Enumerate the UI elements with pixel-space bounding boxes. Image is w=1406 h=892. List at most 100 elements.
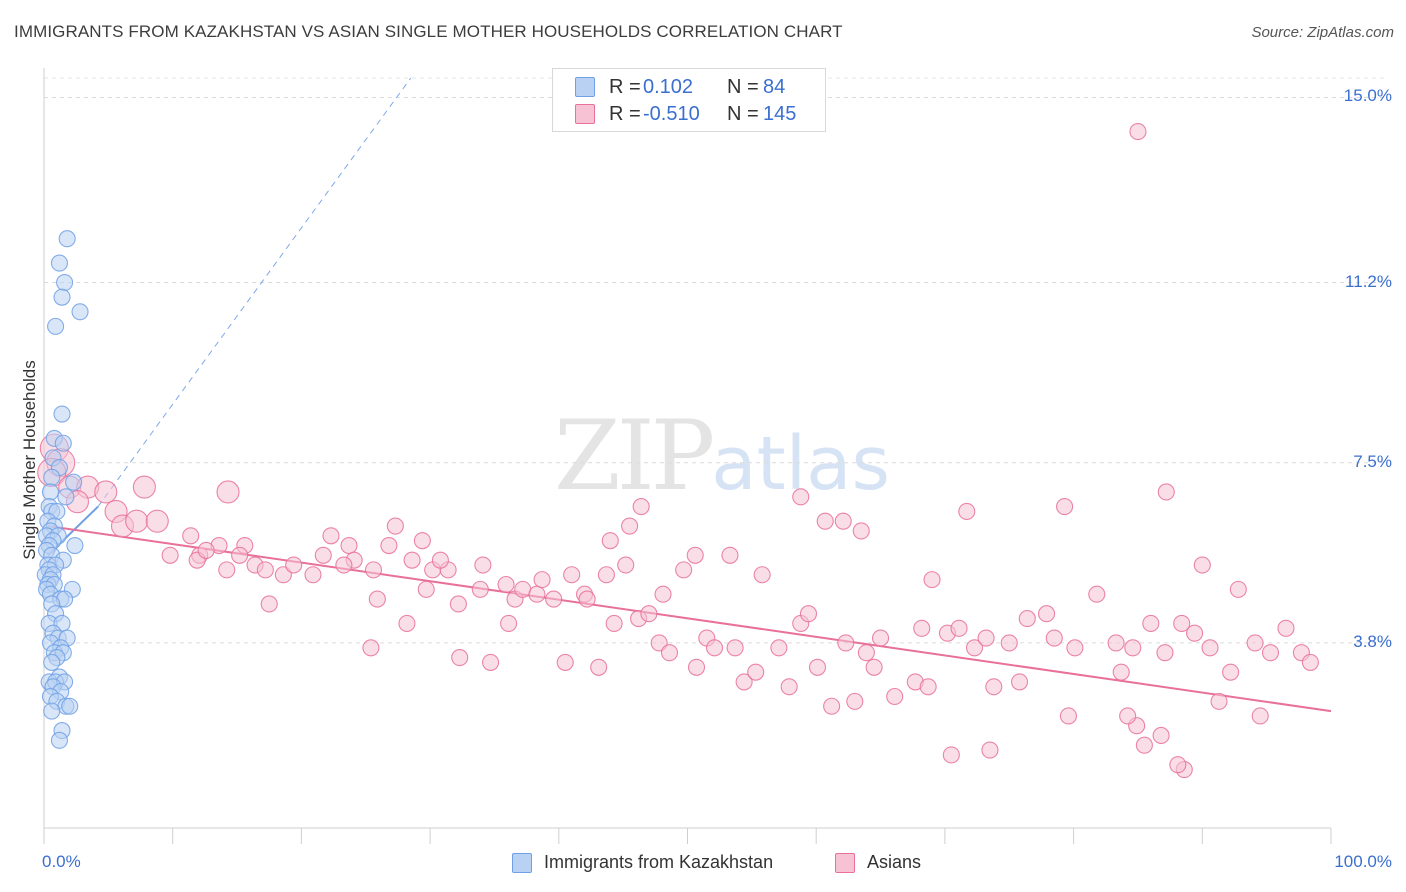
- legend-swatch-asians: [575, 104, 595, 124]
- legend-row-asians: R = -0.510 N = 145: [575, 102, 796, 126]
- point-asians: [780, 678, 798, 696]
- point-asians: [808, 658, 827, 676]
- point-asians: [837, 634, 855, 652]
- point-asians: [256, 561, 274, 579]
- point-asians: [533, 571, 551, 589]
- n-value: 84: [763, 75, 786, 98]
- point-asians: [545, 590, 563, 608]
- point-kazakhstan: [66, 536, 84, 555]
- point-asians: [1201, 639, 1219, 657]
- point-kazakhstan: [57, 488, 75, 506]
- point-kazakhstan: [43, 468, 61, 486]
- point-asians: [471, 580, 489, 598]
- point-asians: [335, 556, 353, 574]
- point-asians: [1277, 619, 1295, 637]
- point-asians: [1173, 614, 1191, 633]
- legend-item-asians: Asians: [835, 852, 921, 873]
- point-asians: [1142, 614, 1160, 633]
- legend-row-kazakhstan: R = 0.102 N = 84: [575, 75, 785, 99]
- point-asians: [145, 509, 169, 533]
- point-asians: [1169, 756, 1187, 774]
- point-asians: [1156, 644, 1174, 662]
- watermark: ZIPatlas: [554, 400, 890, 512]
- point-asians: [865, 658, 883, 676]
- point-asians: [660, 644, 679, 662]
- y-tick-label: 11.2%: [1345, 271, 1392, 291]
- point-asians: [314, 546, 332, 564]
- point-asians: [1129, 123, 1147, 141]
- point-asians: [1018, 610, 1036, 628]
- point-asians: [285, 556, 303, 574]
- point-kazakhstan: [43, 702, 61, 720]
- point-asians: [792, 488, 810, 506]
- y-tick-label: 3.8%: [1353, 631, 1392, 651]
- r-value: 0.102: [643, 75, 694, 98]
- point-asians: [451, 648, 469, 667]
- y-tick-label: 15.0%: [1343, 86, 1392, 106]
- trend-lines: [47, 77, 1332, 713]
- point-asians: [500, 614, 518, 633]
- trend-line-asians: [47, 525, 1332, 713]
- point-asians: [605, 614, 623, 633]
- point-asians: [747, 663, 765, 681]
- point-asians: [834, 512, 852, 530]
- point-asians: [923, 571, 941, 589]
- point-asians: [1210, 692, 1228, 710]
- point-kazakhstan: [65, 473, 83, 491]
- legend-label-asians: Asians: [867, 852, 922, 872]
- point-asians: [958, 502, 976, 520]
- point-kazakhstan: [53, 405, 71, 423]
- x-tick-label-max: 100.0%: [1334, 852, 1392, 871]
- legend-swatch-kazakhstan: [512, 852, 532, 873]
- point-asians: [132, 475, 156, 499]
- n-label: N =: [727, 75, 759, 98]
- point-asians: [161, 546, 179, 564]
- point-kazakhstan: [58, 230, 76, 248]
- point-asians: [886, 687, 904, 706]
- point-asians: [846, 692, 864, 710]
- point-asians: [125, 509, 149, 533]
- point-asians: [687, 658, 706, 676]
- point-asians: [654, 585, 672, 603]
- point-asians: [1186, 624, 1204, 642]
- point-asians: [675, 561, 693, 579]
- point-asians: [482, 653, 500, 671]
- point-kazakhstan: [41, 483, 59, 501]
- point-asians: [799, 605, 818, 623]
- point-asians: [1124, 639, 1142, 657]
- point-kazakhstan: [50, 731, 68, 749]
- point-asians: [413, 532, 431, 550]
- source-label: Source: ZipAtlas.com: [1251, 24, 1394, 41]
- point-asians: [578, 590, 596, 608]
- series-legend: Immigrants from Kazakhstan Asians: [0, 852, 1406, 878]
- point-asians: [1112, 663, 1130, 681]
- point-asians: [1193, 556, 1211, 574]
- n-label: N =: [727, 102, 759, 125]
- point-asians: [1038, 605, 1056, 623]
- point-asians: [919, 678, 937, 696]
- point-asians: [705, 639, 724, 657]
- trend-line-dashed-kazakhstan: [97, 77, 412, 507]
- point-asians: [1000, 634, 1018, 652]
- point-asians: [497, 575, 515, 594]
- point-asians: [1301, 653, 1319, 671]
- point-asians: [621, 517, 639, 535]
- point-asians: [260, 595, 278, 613]
- point-kazakhstan: [54, 434, 72, 452]
- point-asians: [1088, 585, 1106, 603]
- point-asians: [816, 512, 834, 530]
- point-asians: [449, 595, 467, 613]
- point-asians: [601, 532, 619, 550]
- point-asians: [965, 639, 984, 657]
- point-asians: [403, 551, 421, 569]
- point-asians: [1229, 580, 1247, 598]
- point-asians: [977, 629, 995, 647]
- point-asians: [1045, 629, 1063, 647]
- point-asians: [182, 527, 200, 545]
- watermark-zip: ZIP: [554, 400, 715, 512]
- point-asians: [380, 536, 398, 555]
- point-asians: [590, 658, 608, 676]
- point-asians: [1246, 634, 1264, 652]
- point-asians: [985, 678, 1003, 696]
